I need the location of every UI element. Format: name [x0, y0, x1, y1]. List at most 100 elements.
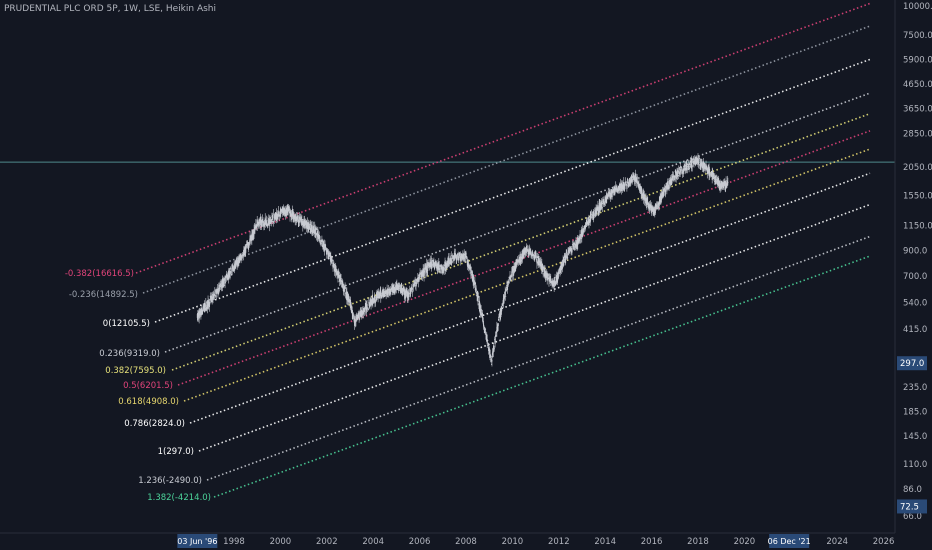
candle-body — [678, 170, 680, 174]
fib-line[interactable] — [142, 25, 871, 294]
price-axis[interactable]: 10000.0 7500.0 5900.0 4650.0 3650.0 2850.0 205… — [894, 0, 932, 533]
candle-body — [203, 304, 206, 313]
candle-body — [479, 302, 481, 309]
candle-body — [262, 218, 264, 222]
candle-body — [448, 257, 450, 262]
candle-body — [560, 265, 562, 270]
fib-line[interactable] — [171, 112, 871, 371]
candle-body — [623, 186, 625, 189]
fib-line[interactable] — [189, 172, 871, 424]
time-tick-label: 2000 — [270, 537, 292, 547]
candle-body — [602, 198, 604, 202]
candle-body — [563, 258, 565, 263]
price-tick-label: 900.0 — [903, 247, 927, 257]
candle-body — [555, 282, 557, 284]
candle-body — [638, 187, 640, 189]
candle-body — [368, 302, 370, 304]
candle-body — [542, 273, 544, 275]
candle-body — [339, 275, 341, 280]
candle-body — [426, 272, 428, 273]
candle-body — [301, 219, 303, 221]
price-tick-label: 540.0 — [903, 298, 927, 308]
candle-body — [230, 273, 232, 276]
fib-level-label: 0.236(9319.0) — [99, 349, 160, 359]
price-badge-label: 72.5 — [900, 502, 919, 512]
candle-body — [612, 190, 614, 193]
candle-body — [536, 256, 538, 259]
fib-line[interactable] — [183, 148, 871, 402]
fib-line[interactable] — [135, 2, 871, 274]
candle-body — [696, 158, 698, 161]
candle-body — [314, 226, 316, 229]
candle-body — [324, 243, 326, 246]
candle-body — [675, 177, 677, 180]
candle-body — [237, 258, 239, 267]
candle-body — [607, 197, 609, 199]
candle-body — [363, 310, 365, 312]
candle-body — [633, 176, 636, 181]
candle-body — [342, 283, 344, 291]
candle-body — [243, 249, 245, 254]
candle-body — [440, 271, 442, 273]
candle-body — [242, 256, 244, 258]
candle-body — [497, 323, 499, 326]
price-tick-label: 1150.0 — [903, 222, 932, 232]
candle-body — [411, 291, 414, 293]
candle-body — [614, 191, 616, 193]
time-axis[interactable]: 1998 2000 2002 2004 2006 2008 2010 2012 2014 2016… — [0, 532, 895, 548]
candle-body — [209, 296, 211, 298]
candle-body — [609, 196, 611, 198]
candle-body — [395, 285, 397, 291]
candle-body — [523, 250, 525, 258]
candle-body — [585, 223, 587, 225]
candle-body — [236, 260, 238, 262]
candle-body — [489, 349, 491, 358]
candle-body — [503, 297, 505, 300]
candle-body — [500, 309, 502, 316]
fib-line[interactable] — [198, 203, 871, 452]
candle-body — [394, 290, 396, 292]
candle-body — [280, 209, 282, 212]
candle-body — [657, 203, 659, 205]
candle-body — [416, 278, 418, 282]
candle-body — [226, 276, 228, 280]
candle-body — [682, 168, 684, 175]
candle-body — [457, 253, 459, 256]
candle-body — [487, 340, 489, 341]
candle-body — [611, 192, 613, 195]
candle-body — [486, 339, 488, 344]
fib-level-label: -0.236(14892.5) — [69, 290, 138, 300]
candle-body — [540, 262, 542, 264]
candle-body — [273, 213, 275, 215]
fib-line[interactable] — [154, 58, 871, 323]
candle-body — [627, 179, 629, 185]
candle-body — [418, 278, 420, 281]
candle-body — [571, 244, 574, 246]
candle-body — [697, 161, 700, 165]
candle-body — [614, 187, 616, 195]
candle-body — [586, 221, 588, 223]
candle-body — [698, 158, 700, 159]
candle-body — [545, 272, 547, 277]
fib-line[interactable] — [206, 235, 871, 481]
candle-body — [681, 172, 683, 174]
candle-body — [510, 278, 512, 280]
candle-body — [651, 206, 653, 207]
candle-body — [447, 260, 449, 266]
candle-body — [631, 175, 633, 179]
candle-body — [287, 208, 289, 212]
candle-body — [216, 290, 218, 294]
candle-body — [454, 252, 456, 255]
candle-body — [229, 268, 231, 279]
candle-body — [374, 302, 377, 304]
candle-body — [303, 220, 305, 227]
candle-body — [389, 288, 391, 291]
candle-body — [385, 295, 387, 297]
candle-body — [354, 321, 356, 326]
candle-body — [346, 291, 348, 301]
candle-body — [671, 177, 673, 184]
fib-line[interactable] — [213, 255, 871, 498]
fib-line[interactable] — [164, 92, 871, 353]
candle-body — [389, 290, 391, 295]
